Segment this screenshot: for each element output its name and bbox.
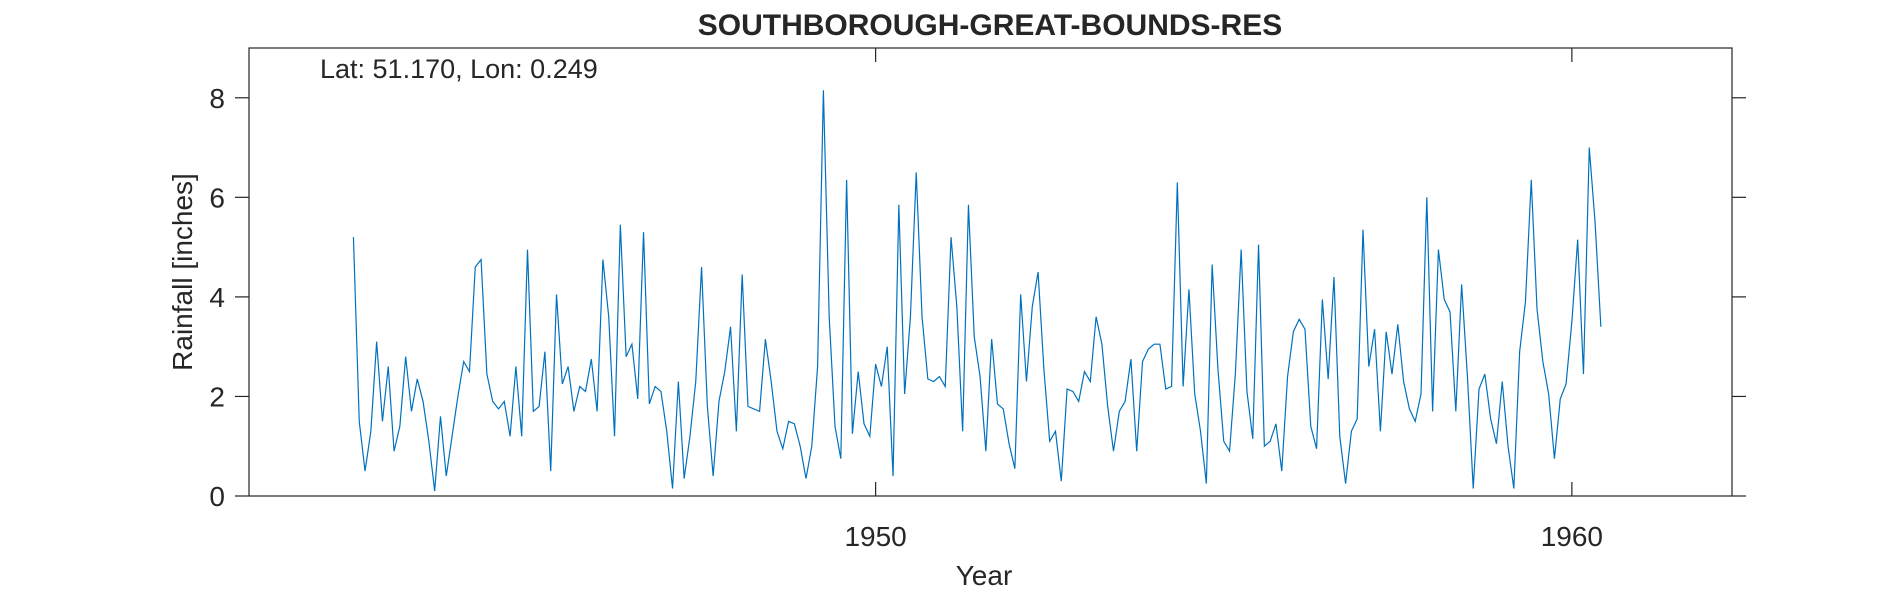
rainfall-series-line [352, 90, 1602, 492]
y-tick-label: 6 [209, 182, 225, 213]
y-axis-label: Rainfall [inches] [167, 173, 198, 371]
chart-title: SOUTHBOROUGH-GREAT-BOUNDS-RES [698, 9, 1282, 42]
y-tick-label: 2 [209, 381, 225, 412]
y-tick-label: 8 [209, 83, 225, 114]
y-tick-label: 4 [209, 282, 225, 313]
x-tick-label: 1950 [844, 521, 906, 552]
location-annotation: Lat: 51.170, Lon: 0.249 [320, 54, 598, 84]
x-tick-label: 1960 [1541, 521, 1603, 552]
plot-area-frame [248, 47, 1733, 497]
x-axis-label: Year [956, 560, 1013, 591]
y-tick-label: 0 [209, 481, 225, 512]
